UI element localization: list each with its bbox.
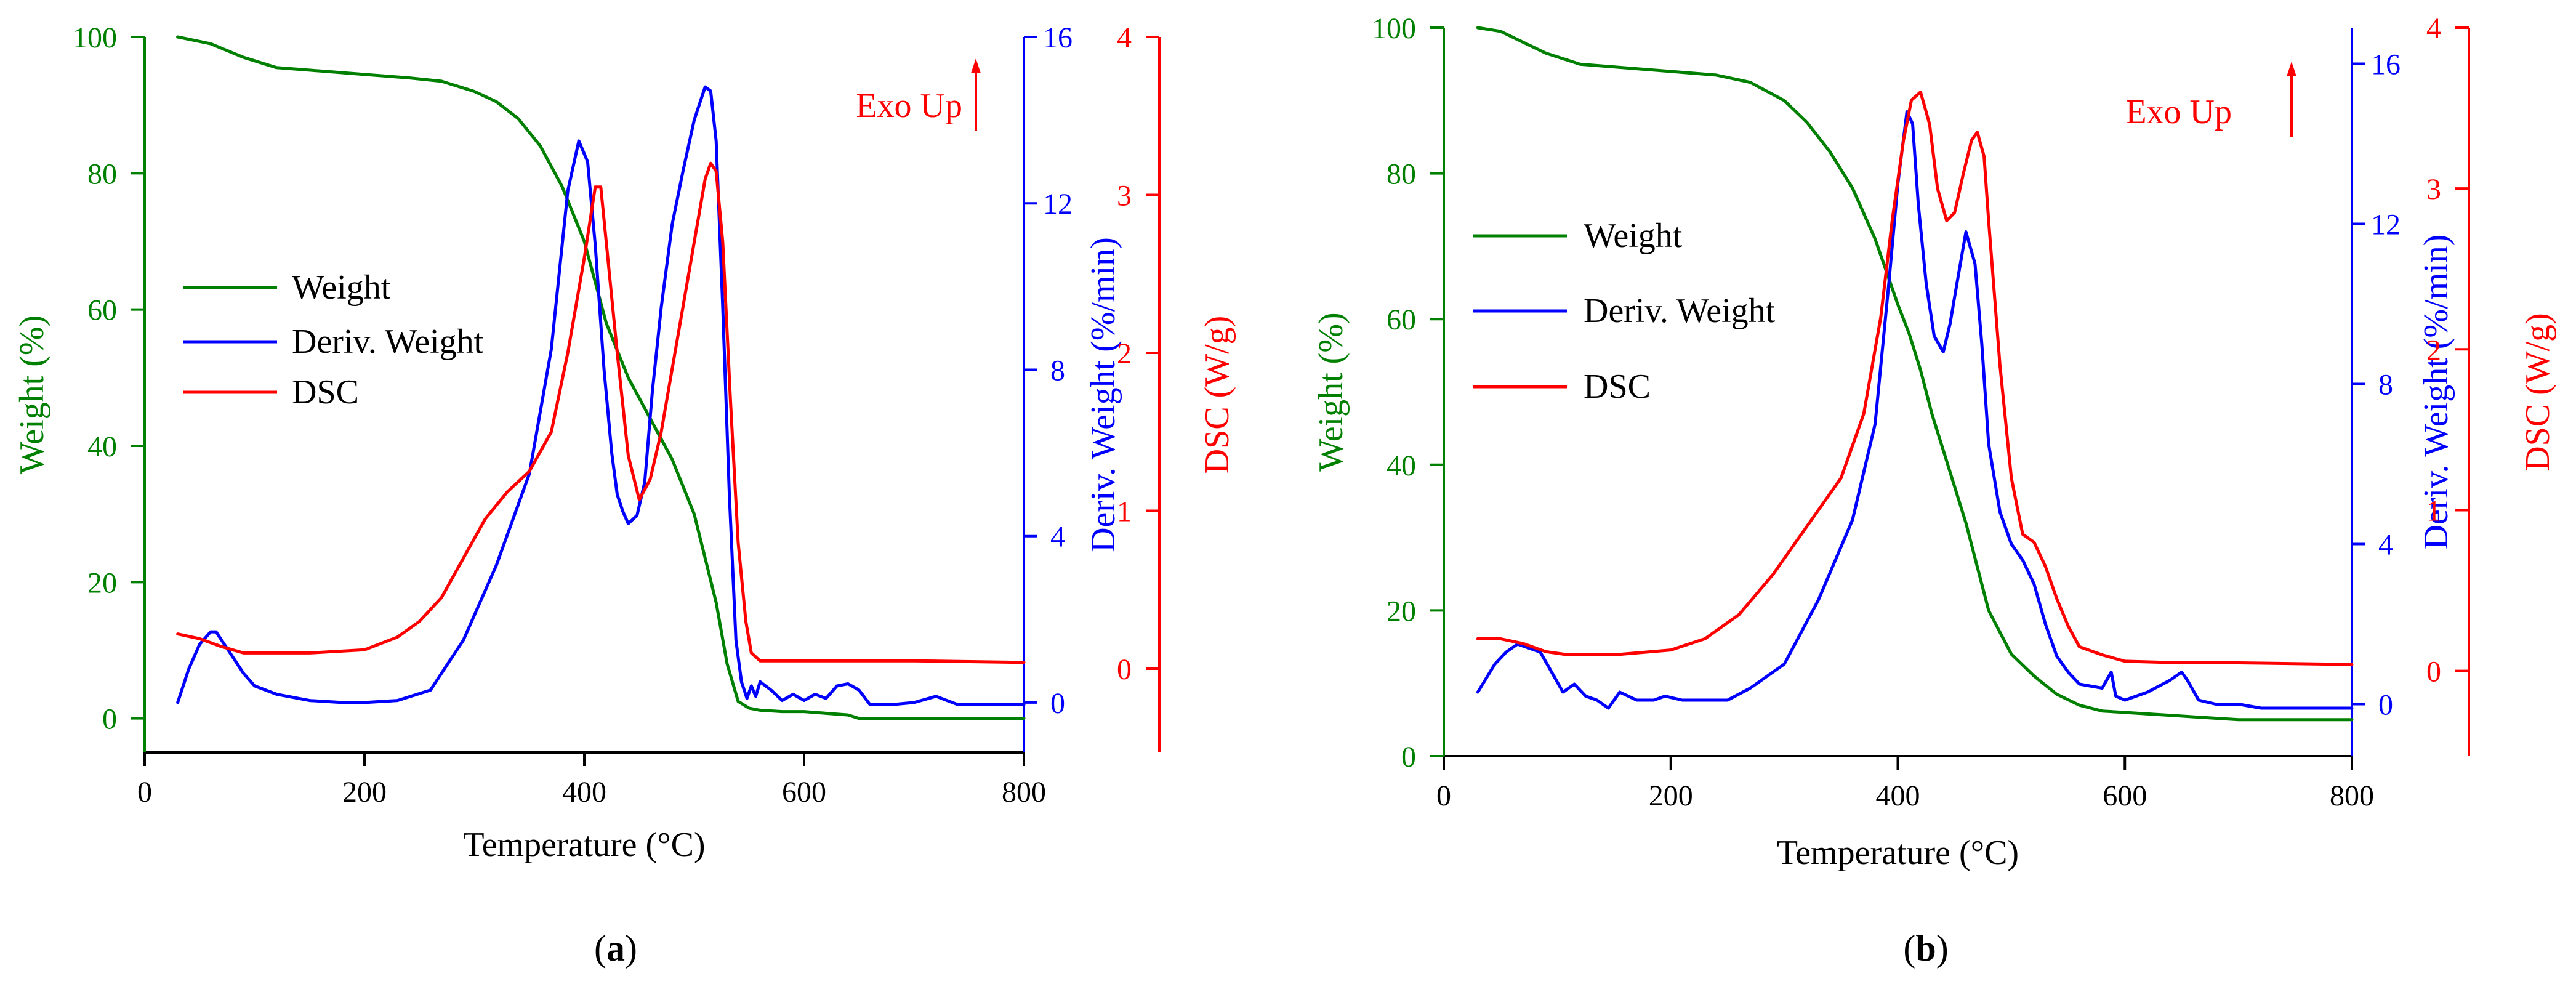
weight-tick-label: 60 — [87, 294, 117, 327]
weight-tick-label: 20 — [87, 567, 117, 599]
panel-label-close: ) — [625, 928, 637, 969]
panel-label-close: ) — [1936, 928, 1949, 969]
legend-label: Weight — [1584, 217, 1683, 255]
x-tick-label: 200 — [342, 776, 387, 809]
deriv-tick-label: 12 — [2371, 209, 2401, 241]
legend-label: DSC — [292, 373, 359, 411]
panel-label-open: ( — [1903, 928, 1915, 969]
legend-label: Deriv. Weight — [292, 323, 484, 361]
deriv-axis-label: Deriv. Weight (%/min) — [1084, 237, 1122, 552]
dsc-tick-label: 1 — [1117, 496, 1132, 528]
deriv-tick-label: 8 — [2378, 369, 2393, 401]
weight-tick-label: 0 — [102, 703, 117, 736]
deriv-weight-line — [176, 85, 1026, 706]
deriv-tick-label: 8 — [1050, 354, 1065, 387]
weight-tick-label: 100 — [73, 22, 117, 54]
deriv-axis-label: Deriv. Weight (%/min) — [2417, 235, 2455, 550]
dsc-tick-label: 3 — [2426, 173, 2441, 206]
dsc-tick-label: 1 — [2426, 494, 2441, 527]
panel-label-open: ( — [594, 928, 606, 969]
dsc-line — [176, 161, 1026, 664]
x-tick-label: 0 — [137, 776, 152, 809]
weight-axis-label: Weight (%) — [1312, 312, 1350, 471]
panel-label: (b) — [1903, 928, 1948, 969]
panel-label-letter: a — [606, 928, 625, 969]
x-tick-label: 800 — [1002, 776, 1046, 809]
x-tick-label: 400 — [1876, 780, 1920, 812]
dsc-tick-label: 4 — [1117, 22, 1132, 54]
deriv-tick-label: 12 — [1043, 188, 1073, 220]
weight-tick-label: 20 — [1387, 595, 1416, 627]
dsc-tick-label: 3 — [1117, 180, 1132, 212]
exo-up-annotation: Exo Up — [856, 87, 962, 125]
dsc-tick-label: 2 — [2426, 334, 2441, 366]
deriv-tick-label: 0 — [2378, 689, 2393, 722]
legend: Weight Deriv. Weight DSC — [183, 268, 484, 411]
x-tick-label: 0 — [1436, 780, 1451, 812]
dsc-axis-label: DSC (W/g) — [1198, 316, 1236, 474]
dsc-tick-label: 0 — [1117, 653, 1132, 686]
x-tick-label: 400 — [562, 776, 606, 809]
x-tick-label: 200 — [1649, 780, 1693, 812]
panel-label-letter: b — [1915, 928, 1936, 969]
weight-tick-label: 0 — [1401, 741, 1416, 773]
weight-tick-label: 40 — [87, 430, 117, 463]
deriv-tick-label: 16 — [1043, 22, 1073, 54]
weight-tick-label: 80 — [87, 158, 117, 190]
exo-up-arrow-head — [971, 58, 981, 73]
deriv-tick-label: 4 — [1050, 521, 1065, 554]
legend: Weight Deriv. Weight DSC — [1473, 217, 1776, 406]
panel-label: (a) — [594, 928, 637, 969]
deriv-weight-line — [1476, 110, 2354, 710]
weight-tick-label: 60 — [1387, 304, 1416, 336]
weight-axis-label: Weight (%) — [13, 315, 51, 474]
dsc-axis-label: DSC (W/g) — [2519, 313, 2557, 471]
dsc-tick-label: 4 — [2426, 12, 2441, 45]
weight-tick-label: 40 — [1387, 450, 1416, 482]
dsc-tick-label: 0 — [2426, 656, 2441, 688]
deriv-tick-label: 0 — [1050, 687, 1065, 720]
x-tick-label: 600 — [2103, 780, 2147, 812]
x-tick-label: 800 — [2330, 780, 2374, 812]
legend-label: Weight — [292, 268, 391, 307]
exo-up-annotation: Exo Up — [2125, 93, 2232, 131]
weight-tick-label: 100 — [1372, 12, 1416, 45]
x-axis-label: Temperature (°C) — [463, 826, 705, 864]
weight-line — [176, 35, 1026, 720]
legend-label: DSC — [1584, 368, 1651, 406]
weight-line — [1476, 26, 2354, 722]
dsc-tick-label: 2 — [1117, 337, 1132, 370]
x-tick-label: 600 — [782, 776, 826, 809]
deriv-tick-label: 4 — [2378, 529, 2393, 562]
legend-label: Deriv. Weight — [1584, 292, 1776, 330]
x-axis-label: Temperature (°C) — [1777, 834, 2019, 872]
exo-up-arrow-head — [2287, 62, 2296, 76]
deriv-tick-label: 16 — [2371, 49, 2401, 81]
dsc-line — [1476, 91, 2354, 666]
weight-tick-label: 80 — [1387, 158, 1416, 191]
